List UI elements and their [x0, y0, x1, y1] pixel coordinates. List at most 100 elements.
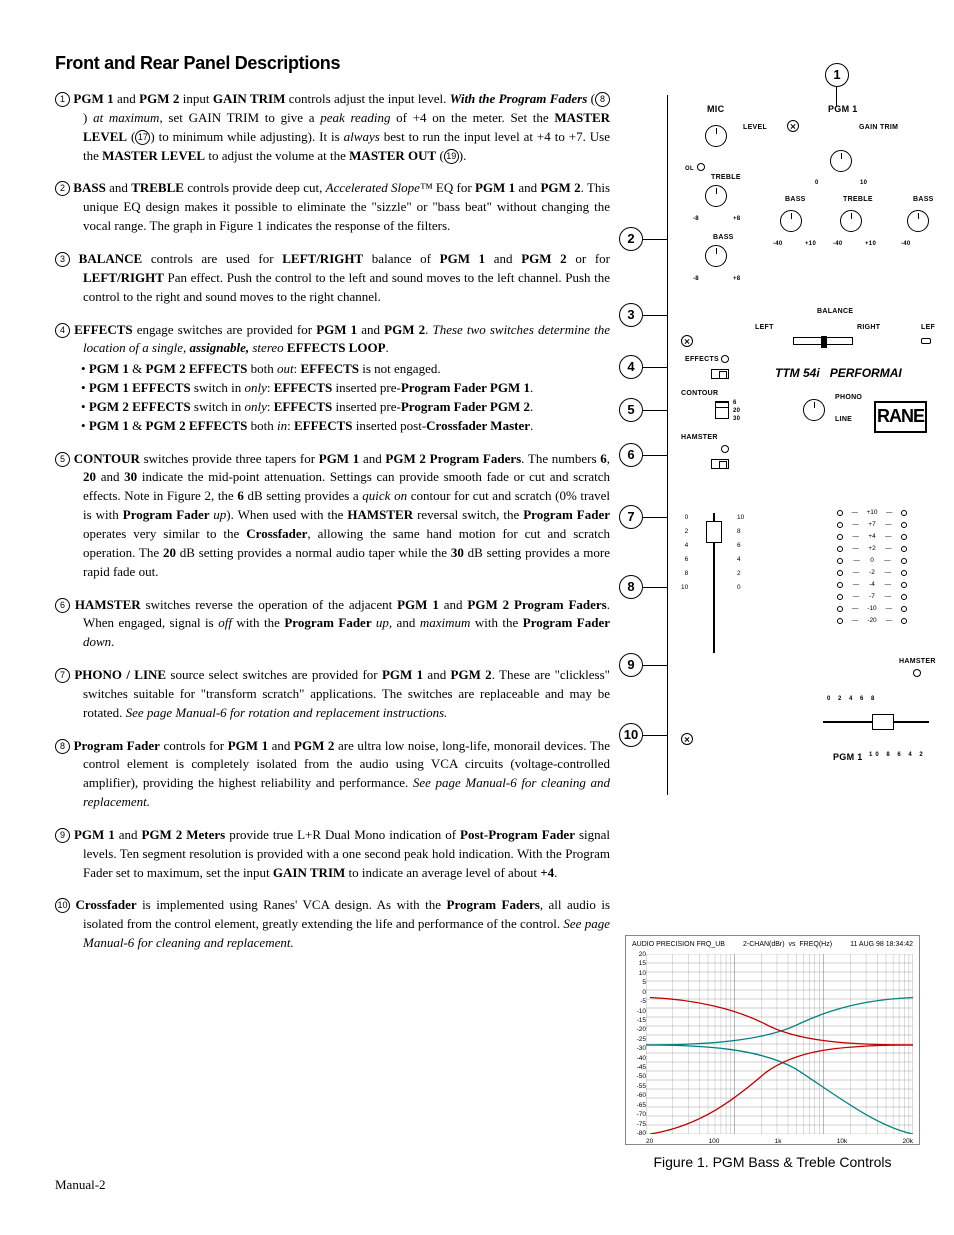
bubble-1: 1 — [825, 63, 849, 87]
page-heading: Front and Rear Panel Descriptions — [55, 50, 610, 76]
label-c30: 30 — [733, 415, 740, 424]
label-pgm1: PGM 1 — [828, 103, 858, 116]
item-4-bullet-4: • PGM 1 & PGM 2 EFFECTS both in: EFFECTS… — [55, 417, 610, 436]
knob-mic-treble — [705, 185, 727, 207]
contour-switch — [715, 401, 729, 419]
ref-19: 19 — [444, 149, 459, 164]
ref-17: 17 — [135, 130, 150, 145]
balance-slider — [793, 337, 853, 345]
bubble-5: 5 — [619, 398, 643, 422]
knob-pgm-treble — [840, 210, 862, 232]
item-9: 9 PGM 1 and PGM 2 Meters provide true L+… — [55, 826, 610, 883]
label-balance: BALANCE — [817, 307, 853, 317]
bubble-8: 8 — [619, 575, 643, 599]
label-p10b: +10 — [865, 240, 876, 249]
brand-logo: RANE — [877, 403, 924, 429]
label-line: LINE — [835, 415, 852, 425]
circ-4: 4 — [55, 323, 70, 338]
knob-pgm-bass — [780, 210, 802, 232]
label-p8a: +8 — [733, 215, 740, 224]
label-left2: LEF — [921, 323, 935, 333]
label-gaintrim: GAIN TRIM — [859, 123, 898, 133]
label-pgm1-xf: PGM 1 — [833, 751, 863, 764]
label-level: LEVEL — [743, 123, 767, 133]
page-footer: Manual-2 — [55, 1176, 106, 1195]
phono-line-switch — [803, 399, 825, 421]
label-m40a: -40 — [773, 240, 783, 249]
item-4-bullet-3: • PGM 2 EFFECTS switch in only: EFFECTS … — [55, 398, 610, 417]
circ-8: 8 — [55, 739, 70, 754]
bubble-2: 2 — [619, 227, 643, 251]
pgm-meter: —+10— —+7— —+4— —+2— —0— —-2— —-4— —-7— … — [837, 507, 907, 627]
screw-icon — [787, 120, 799, 132]
item-2: 2 BASS and TREBLE controls provide deep … — [55, 179, 610, 236]
knob-bass-r — [907, 210, 929, 232]
model-name: TTM 54i PERFORMAI — [775, 365, 902, 382]
screw-icon — [681, 733, 693, 745]
item-4: 4 EFFECTS engage switches are provided f… — [55, 321, 610, 359]
bubble-7: 7 — [619, 505, 643, 529]
label-mic-treble: TREBLE — [711, 173, 741, 183]
bubble-9: 9 — [619, 653, 643, 677]
label-mic: MIC — [707, 103, 724, 116]
item-8: 8 Program Fader controls for PGM 1 and P… — [55, 737, 610, 812]
label-mic-bass: BASS — [713, 233, 734, 243]
circ-7: 7 — [55, 668, 70, 683]
label-effects: EFFECTS — [685, 355, 719, 365]
label-pgm-treble: TREBLE — [843, 195, 873, 205]
label-m40c: -40 — [901, 240, 911, 249]
label-m40b: -40 — [833, 240, 843, 249]
chart-xaxis: 201001k10k20k — [646, 1137, 913, 1146]
label-0: 0 — [815, 179, 819, 188]
label-10: 10 — [860, 179, 867, 188]
item-1: 1 PGM 1 and PGM 2 input GAIN TRIM contro… — [55, 90, 610, 165]
item-6: 6 HAMSTER switches reverse the operation… — [55, 596, 610, 653]
label-hamster-r: HAMSTER — [899, 657, 936, 667]
chart-header: AUDIO PRECISION FRQ_UB 2-CHAN(dBr) vs FR… — [632, 940, 913, 950]
pgm1-fader — [697, 513, 731, 653]
item-7: 7 PHONO / LINE source select switches ar… — [55, 666, 610, 723]
panel-diagram: 1 2 3 4 5 6 7 8 9 10 MIC PGM 1 LEVEL GAI… — [625, 55, 930, 775]
label-right: RIGHT — [857, 323, 880, 333]
label-contour: CONTOUR — [681, 389, 718, 399]
fader-ticks-left: 0246810 — [681, 511, 688, 595]
label-p8b: +8 — [733, 275, 740, 284]
chart-yaxis: 20151050-5-10-15-20-25-30-40-45-50-55-60… — [630, 950, 646, 1136]
circ-1: 1 — [55, 92, 70, 107]
knob-mic-level — [705, 125, 727, 147]
hamster-switch — [711, 459, 729, 469]
crossfader — [823, 713, 929, 731]
circ-5: 5 — [55, 452, 70, 467]
item-4-bullet-1: • PGM 1 & PGM 2 EFFECTS both out: EFFECT… — [55, 360, 610, 379]
bubble-6: 6 — [619, 443, 643, 467]
label-m8a: -8 — [693, 215, 699, 224]
fader-ticks-right: 1086420 — [737, 511, 744, 595]
bubble-4: 4 — [619, 355, 643, 379]
circ-9: 9 — [55, 828, 70, 843]
label-bass-r: BASS — [913, 195, 934, 205]
item-3: 3 BALANCE controls are used for LEFT/RIG… — [55, 250, 610, 307]
item-4-bullet-2: • PGM 1 EFFECTS switch in only: EFFECTS … — [55, 379, 610, 398]
label-p10a: +10 — [805, 240, 816, 249]
bubble-10: 10 — [619, 723, 643, 747]
knob-mic-bass — [705, 245, 727, 267]
chart-grid — [646, 954, 913, 1134]
item-10: 10 Crossfader is implemented using Ranes… — [55, 896, 610, 953]
circ-3: 3 — [55, 252, 70, 267]
effects-switch — [711, 369, 729, 379]
label-ol: OL — [685, 165, 694, 174]
xf-bot-scale: 10 8 6 4 2 — [869, 751, 926, 760]
xf-top-scale: 0 2 4 6 8 — [827, 695, 877, 704]
eq-chart: AUDIO PRECISION FRQ_UB 2-CHAN(dBr) vs FR… — [625, 935, 920, 1145]
circ-2: 2 — [55, 181, 70, 196]
circ-10: 10 — [55, 898, 70, 913]
screw-icon — [681, 335, 693, 347]
label-pgm-bass: BASS — [785, 195, 806, 205]
item-5: 5 CONTOUR switches provide three tapers … — [55, 450, 610, 582]
label-m8b: -8 — [693, 275, 699, 284]
circ-6: 6 — [55, 598, 70, 613]
label-hamster: HAMSTER — [681, 433, 718, 443]
bubble-3: 3 — [619, 303, 643, 327]
ref-8: 8 — [595, 92, 610, 107]
label-phono: PHONO — [835, 393, 862, 403]
